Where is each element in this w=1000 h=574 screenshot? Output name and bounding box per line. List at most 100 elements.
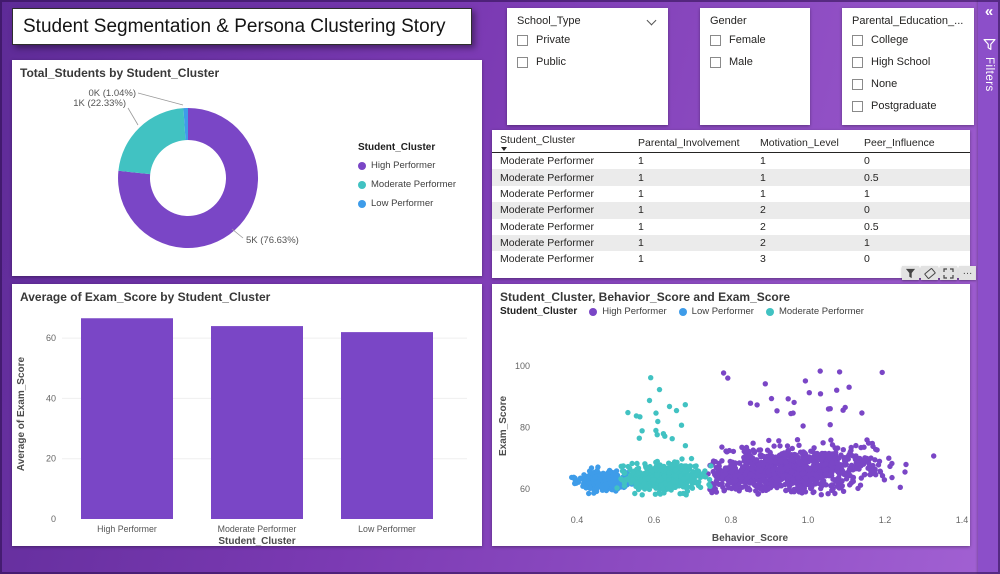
category-label: Moderate Performer [218, 524, 297, 534]
bar-high-performer[interactable] [81, 318, 173, 519]
slicer-item-private[interactable]: Private [507, 29, 668, 51]
legend-title: Student_Cluster [358, 142, 436, 153]
checkbox[interactable] [710, 34, 721, 46]
slicer-item-label: Postgraduate [871, 100, 937, 112]
slicer-item-male[interactable]: Male [700, 51, 810, 73]
x-tick-label: 1.4 [956, 515, 969, 525]
scatter-points-moderate-performer[interactable] [614, 375, 714, 498]
bar-low-performer[interactable] [341, 332, 433, 519]
y-tick-label: 80 [520, 423, 530, 433]
column-header-student-cluster[interactable]: Student_Cluster [492, 130, 630, 153]
table-cell: 1 [638, 204, 644, 217]
slicer-gender: Gender Female Male [700, 8, 810, 125]
donut-data-label: 5K (76.63%) [246, 235, 299, 246]
checkbox[interactable] [852, 100, 863, 112]
collapse-pane-icon[interactable]: « [984, 3, 994, 20]
table-cell: Moderate Performer [500, 155, 594, 168]
x-tick-label: 0.8 [725, 515, 738, 525]
table-row[interactable]: Moderate Performer 1 1 0 [492, 153, 970, 170]
table-row[interactable]: Moderate Performer 1 2 0.5 [492, 219, 970, 235]
table-row[interactable]: Moderate Performer 1 2 0 [492, 202, 970, 219]
slicer-header: School_Type [507, 8, 668, 29]
slicer-item-label: Female [729, 34, 766, 46]
sort-descending-icon [501, 147, 507, 151]
details-table: Student_Cluster Parental_Involvement Motiv… [492, 130, 970, 268]
chevron-down-icon[interactable] [646, 15, 657, 25]
legend-item-low-performer[interactable]: Low Performer [358, 198, 456, 209]
slicer-item-female[interactable]: Female [700, 29, 810, 51]
bar-moderate-performer[interactable] [211, 326, 303, 519]
checkbox[interactable] [852, 56, 863, 68]
y-tick-label: 100 [515, 361, 530, 371]
scatter-points-high-performer[interactable] [705, 368, 937, 498]
slicer-item-college[interactable]: College [842, 29, 974, 51]
checkbox[interactable] [517, 34, 528, 46]
slicer-header: Parental_Education_... [842, 8, 974, 29]
legend-dot-icon [678, 307, 687, 316]
donut-legend-items: High Performer Moderate Performer Low Perf… [358, 160, 456, 209]
donut-segment-high-performer[interactable] [118, 107, 259, 248]
table-row[interactable]: Moderate Performer 1 2 1 [492, 234, 970, 252]
report-title: Student Segmentation & Persona Clusterin… [12, 8, 472, 45]
legend-item-moderate-performer[interactable]: Moderate Performer [358, 179, 456, 190]
filter-icon[interactable] [902, 266, 919, 280]
table-cell: 2 [760, 204, 766, 217]
legend-item-moderate-performer[interactable]: Moderate Performer [765, 306, 864, 317]
slicer-item-label: College [871, 34, 909, 46]
y-tick-label: 40 [46, 393, 56, 403]
scatter-chart-card: Student_Cluster, Behavior_Score and Exam… [492, 284, 970, 546]
column-header-peer-influence[interactable]: Peer_Influence [856, 130, 970, 153]
slicer-item-label: None [871, 78, 898, 90]
category-label: Low Performer [358, 524, 416, 534]
bar-chart-card: Average of Exam_Score by Student_Cluster… [12, 284, 482, 546]
slicer-item-high-school[interactable]: High School [842, 51, 974, 73]
table-cell: 1 [864, 187, 870, 200]
table-cell: 1 [864, 237, 870, 250]
checkbox[interactable] [710, 56, 721, 68]
scatter-svg: 0.4 0.6 0.8 1.0 1.2 1.4 60 80 100 Behavior_Score E… [498, 361, 969, 544]
x-tick-label: 0.6 [648, 515, 661, 525]
y-tick-label: 60 [520, 484, 530, 494]
focus-mode-icon[interactable] [940, 266, 957, 280]
table-body: Moderate Performer 1 1 0 Moderate Performer 1… [492, 153, 970, 268]
slicer-school-type: School_Type Private Public [507, 8, 668, 125]
x-tick-label: 0.4 [571, 515, 584, 525]
y-axis-title: Average of Exam_Score [16, 357, 27, 472]
donut-segment-low-performer[interactable] [183, 107, 188, 141]
legend-dot-icon [589, 307, 598, 316]
slicer-header: Gender [700, 8, 810, 29]
table-cell: 0.5 [864, 171, 879, 184]
donut-chart-title: Total_Students by Student_Cluster [20, 66, 220, 80]
legend-label: High Performer [371, 160, 436, 171]
table-card: Student_Cluster Parental_Involvement Motiv… [492, 130, 970, 278]
legend-dot-icon [358, 180, 366, 189]
legend-label: High Performer [602, 306, 667, 317]
scatter-legend: Student_Cluster High Performer Low Perfor… [500, 306, 864, 317]
filters-pane[interactable]: « Filters [978, 0, 1000, 574]
more-options-icon[interactable]: … [959, 266, 976, 280]
checkbox[interactable] [517, 56, 528, 68]
legend-item-high-performer[interactable]: High Performer [589, 306, 667, 317]
slicer-title: Parental_Education_... [852, 15, 964, 27]
column-header-parental-involvement[interactable]: Parental_Involvement [630, 130, 752, 153]
table-row[interactable]: Moderate Performer 1 3 0 [492, 251, 970, 267]
legend-item-low-performer[interactable]: Low Performer [678, 306, 754, 317]
slicer-item-label: High School [871, 56, 931, 68]
column-header-motivation-level[interactable]: Motivation_Level [752, 130, 856, 153]
checkbox[interactable] [852, 78, 863, 90]
report-title-text: Student Segmentation & Persona Clusterin… [23, 15, 446, 37]
checkbox[interactable] [852, 34, 863, 46]
table-row[interactable]: Moderate Performer 1 1 1 [492, 186, 970, 202]
table-cell: Moderate Performer [500, 237, 594, 250]
slicer-item-none[interactable]: None [842, 73, 974, 95]
legend-item-high-performer[interactable]: High Performer [358, 160, 456, 171]
legend-dot-icon [358, 161, 366, 170]
table-cell: Moderate Performer [500, 187, 594, 200]
slicer-item-postgraduate[interactable]: Postgraduate [842, 95, 974, 117]
table-cell: 1 [638, 171, 644, 184]
table-cell: 0 [864, 253, 870, 266]
donut-segment-moderate-performer[interactable] [118, 108, 186, 175]
slicer-item-public[interactable]: Public [507, 51, 668, 73]
eraser-icon[interactable] [921, 266, 938, 280]
table-row[interactable]: Moderate Performer 1 1 0.5 [492, 169, 970, 186]
